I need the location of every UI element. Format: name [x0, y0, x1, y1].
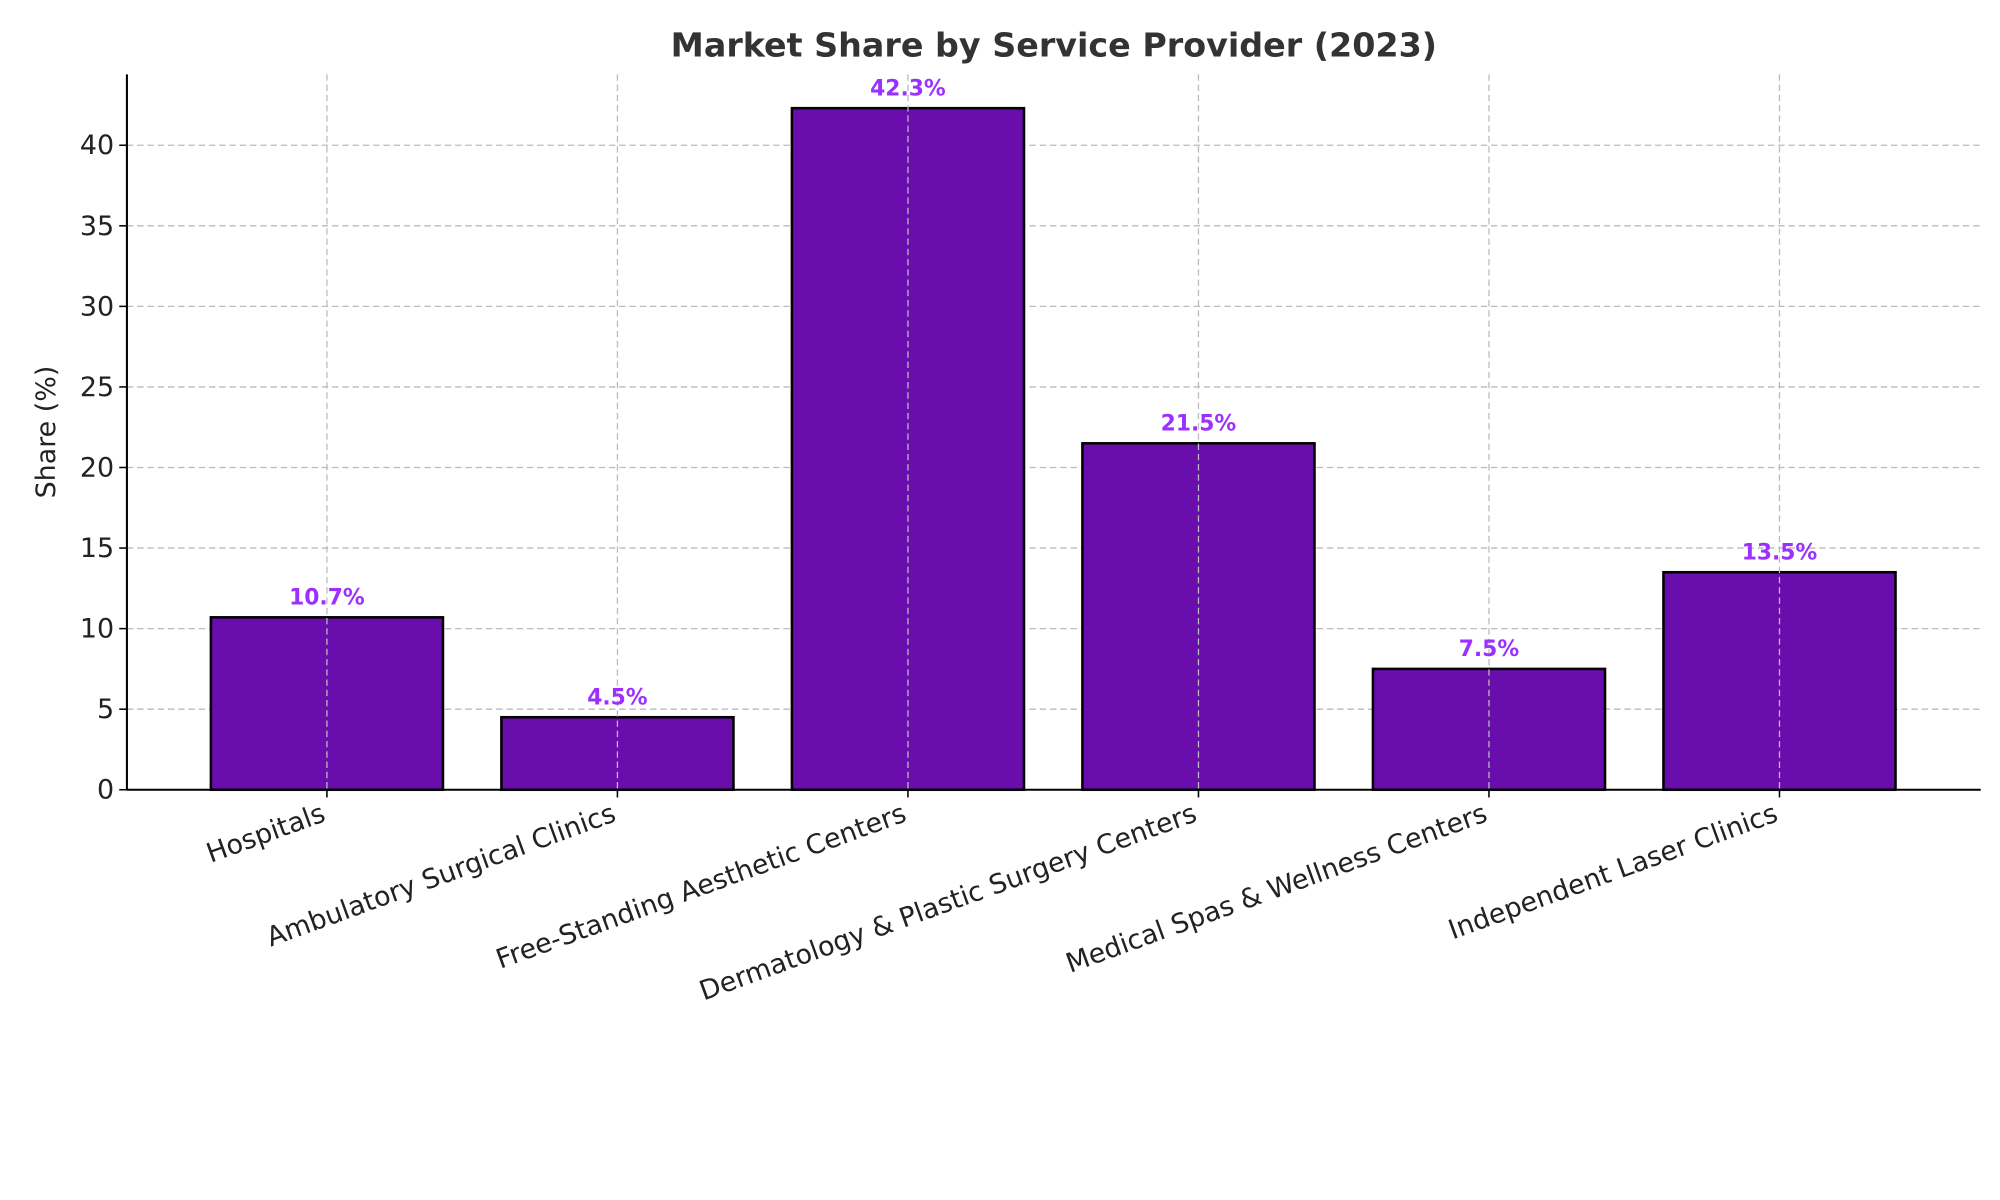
- y-tick-label: 0: [97, 775, 114, 806]
- y-tick-label: 30: [80, 291, 114, 322]
- data-labels: 10.7% 4.5% 42.3% 21.5% 7.5% 13.5%: [289, 76, 1817, 710]
- y-axis-label: Share (%): [31, 366, 62, 499]
- data-label: 10.7%: [289, 586, 365, 611]
- y-tick-label: 20: [80, 452, 114, 483]
- y-tick-label: 10: [80, 614, 114, 645]
- data-label: 42.3%: [870, 76, 946, 101]
- bar: [1371, 667, 1607, 792]
- bar: [209, 616, 445, 792]
- chart-title: Market Share by Service Provider (2023): [671, 25, 1437, 64]
- data-label: 7.5%: [1459, 637, 1520, 662]
- y-tick-label: 35: [80, 211, 114, 242]
- data-label: 13.5%: [1742, 540, 1818, 565]
- data-label: 4.5%: [587, 685, 648, 710]
- x-tick-label: Independent Laser Clinics: [1444, 798, 1781, 946]
- x-tick-label: Hospitals: [202, 798, 329, 869]
- y-tick-label: 15: [80, 533, 114, 564]
- y-tick-label: 25: [80, 372, 114, 403]
- bars: [209, 106, 1897, 792]
- y-tick-label: 40: [80, 130, 114, 161]
- x-tick-label: Dermatology & Plastic Surgery Centers: [695, 798, 1200, 1007]
- y-ticks: 0 5 10 15 20 25 30 35 40: [80, 130, 127, 806]
- data-label: 21.5%: [1161, 412, 1237, 437]
- vertical-grid: [326, 74, 1781, 790]
- y-tick-label: 5: [97, 694, 114, 725]
